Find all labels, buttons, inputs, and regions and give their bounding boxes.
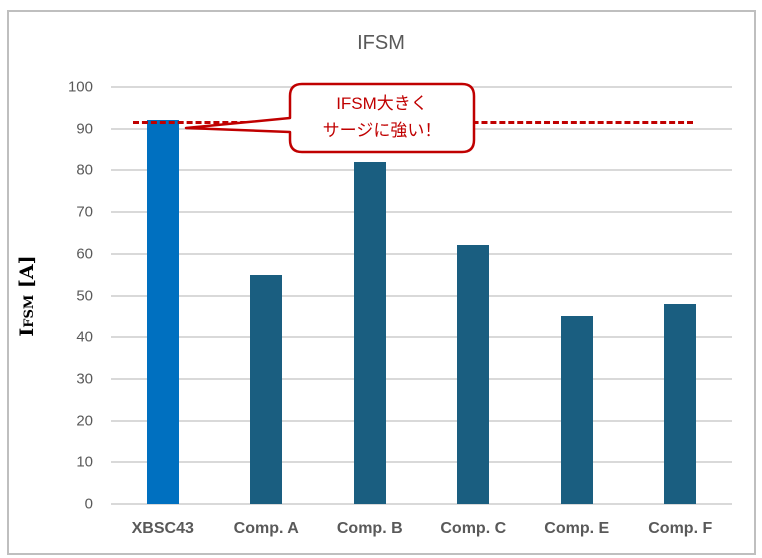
x-tick-label: Comp. C [440,520,507,537]
gridline [111,252,732,255]
x-tick-label: XBSC43 [131,520,194,537]
callout-line-1: IFSM大きく [336,94,428,113]
y-tick-label: 20 [76,412,93,430]
gridline [111,294,732,297]
bar [457,245,490,504]
bar [250,274,283,504]
x-tick-label: Comp. E [544,520,610,537]
y-tick-label: 40 [76,328,93,346]
y-tick-label: 30 [76,370,93,388]
x-tick-label: Comp. F [648,520,713,537]
x-tick-label: Comp. B [336,520,403,537]
y-tick-label: 50 [76,287,93,304]
x-tick-label: Comp. A [233,520,299,537]
bar [560,316,593,504]
gridline [111,336,732,339]
gridline [111,461,732,464]
bar [664,303,697,504]
callout-line-2: サージに強い！ [322,121,442,140]
gridline [111,377,732,380]
gridline [111,211,732,214]
gridline [111,419,732,422]
bar [353,162,386,504]
bar [146,120,179,504]
y-tick-label: 70 [76,203,93,221]
callout-text: IFSM大きく サージに強い！ [290,90,474,144]
y-tick-label: 80 [76,161,93,179]
gridline [111,503,732,505]
y-tick-label: 60 [76,245,93,263]
y-tick-label: 90 [76,120,93,138]
y-tick-label: 10 [76,453,93,471]
y-tick-label: 100 [67,78,93,96]
gridline [111,169,732,172]
y-tick-label: 0 [84,495,93,513]
chart-title: IFSM [357,32,405,54]
